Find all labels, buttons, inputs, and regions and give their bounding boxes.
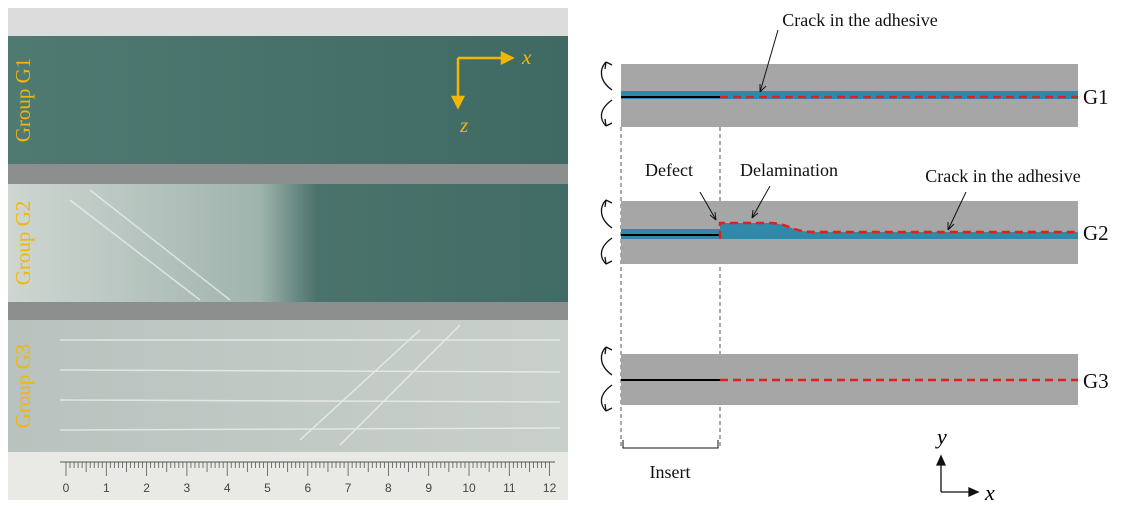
diagram: Crack in the adhesive G1 Defect Delamina… [601,10,1108,505]
ruler-number: 11 [503,481,516,495]
annotation: Delamination [740,160,838,180]
moment-arrows [601,62,612,411]
ruler-number: 4 [224,481,231,495]
group-label: Group G3 [11,344,35,429]
ruler-number: 3 [184,481,191,495]
axis-label-x: x [984,480,995,505]
group-label: Group G2 [11,201,35,286]
ruler-number: 1 [103,481,110,495]
strip-gap [8,302,568,320]
diagram-axes [937,456,978,496]
ruler [8,452,568,500]
ruler-number: 9 [425,481,432,495]
annotation: Crack in the adhesive [925,166,1080,186]
annotation: Defect [645,160,693,180]
axis-label-x: x [521,45,532,69]
axis-label-z: z [459,113,468,137]
strip-g1 [8,36,568,164]
ruler-number: 12 [543,481,557,495]
ruler-number: 2 [143,481,150,495]
ruler-number: 8 [385,481,392,495]
annotation: Crack in the adhesive [782,10,937,30]
group-label: Group G1 [11,58,35,143]
ruler-number: 6 [304,481,311,495]
axis-label-y: y [935,424,947,449]
strip-gap [8,164,568,184]
ruler-number: 10 [462,481,476,495]
ruler-number: 0 [63,481,70,495]
specimen-label: G1 [1083,85,1109,109]
group-labels: Group G1 Group G2 Group G3 [11,58,35,429]
figure: 0123456789101112 Group G1Group G2Group G… [0,0,1121,506]
insert-label: Insert [650,462,691,482]
callouts [700,30,966,230]
specimen-label: G3 [1083,369,1109,393]
ruler-number: 7 [345,481,352,495]
specimen-label: G2 [1083,221,1109,245]
insert-bracket [623,440,718,448]
strip-g2 [8,184,568,302]
ruler-number: 5 [264,481,271,495]
